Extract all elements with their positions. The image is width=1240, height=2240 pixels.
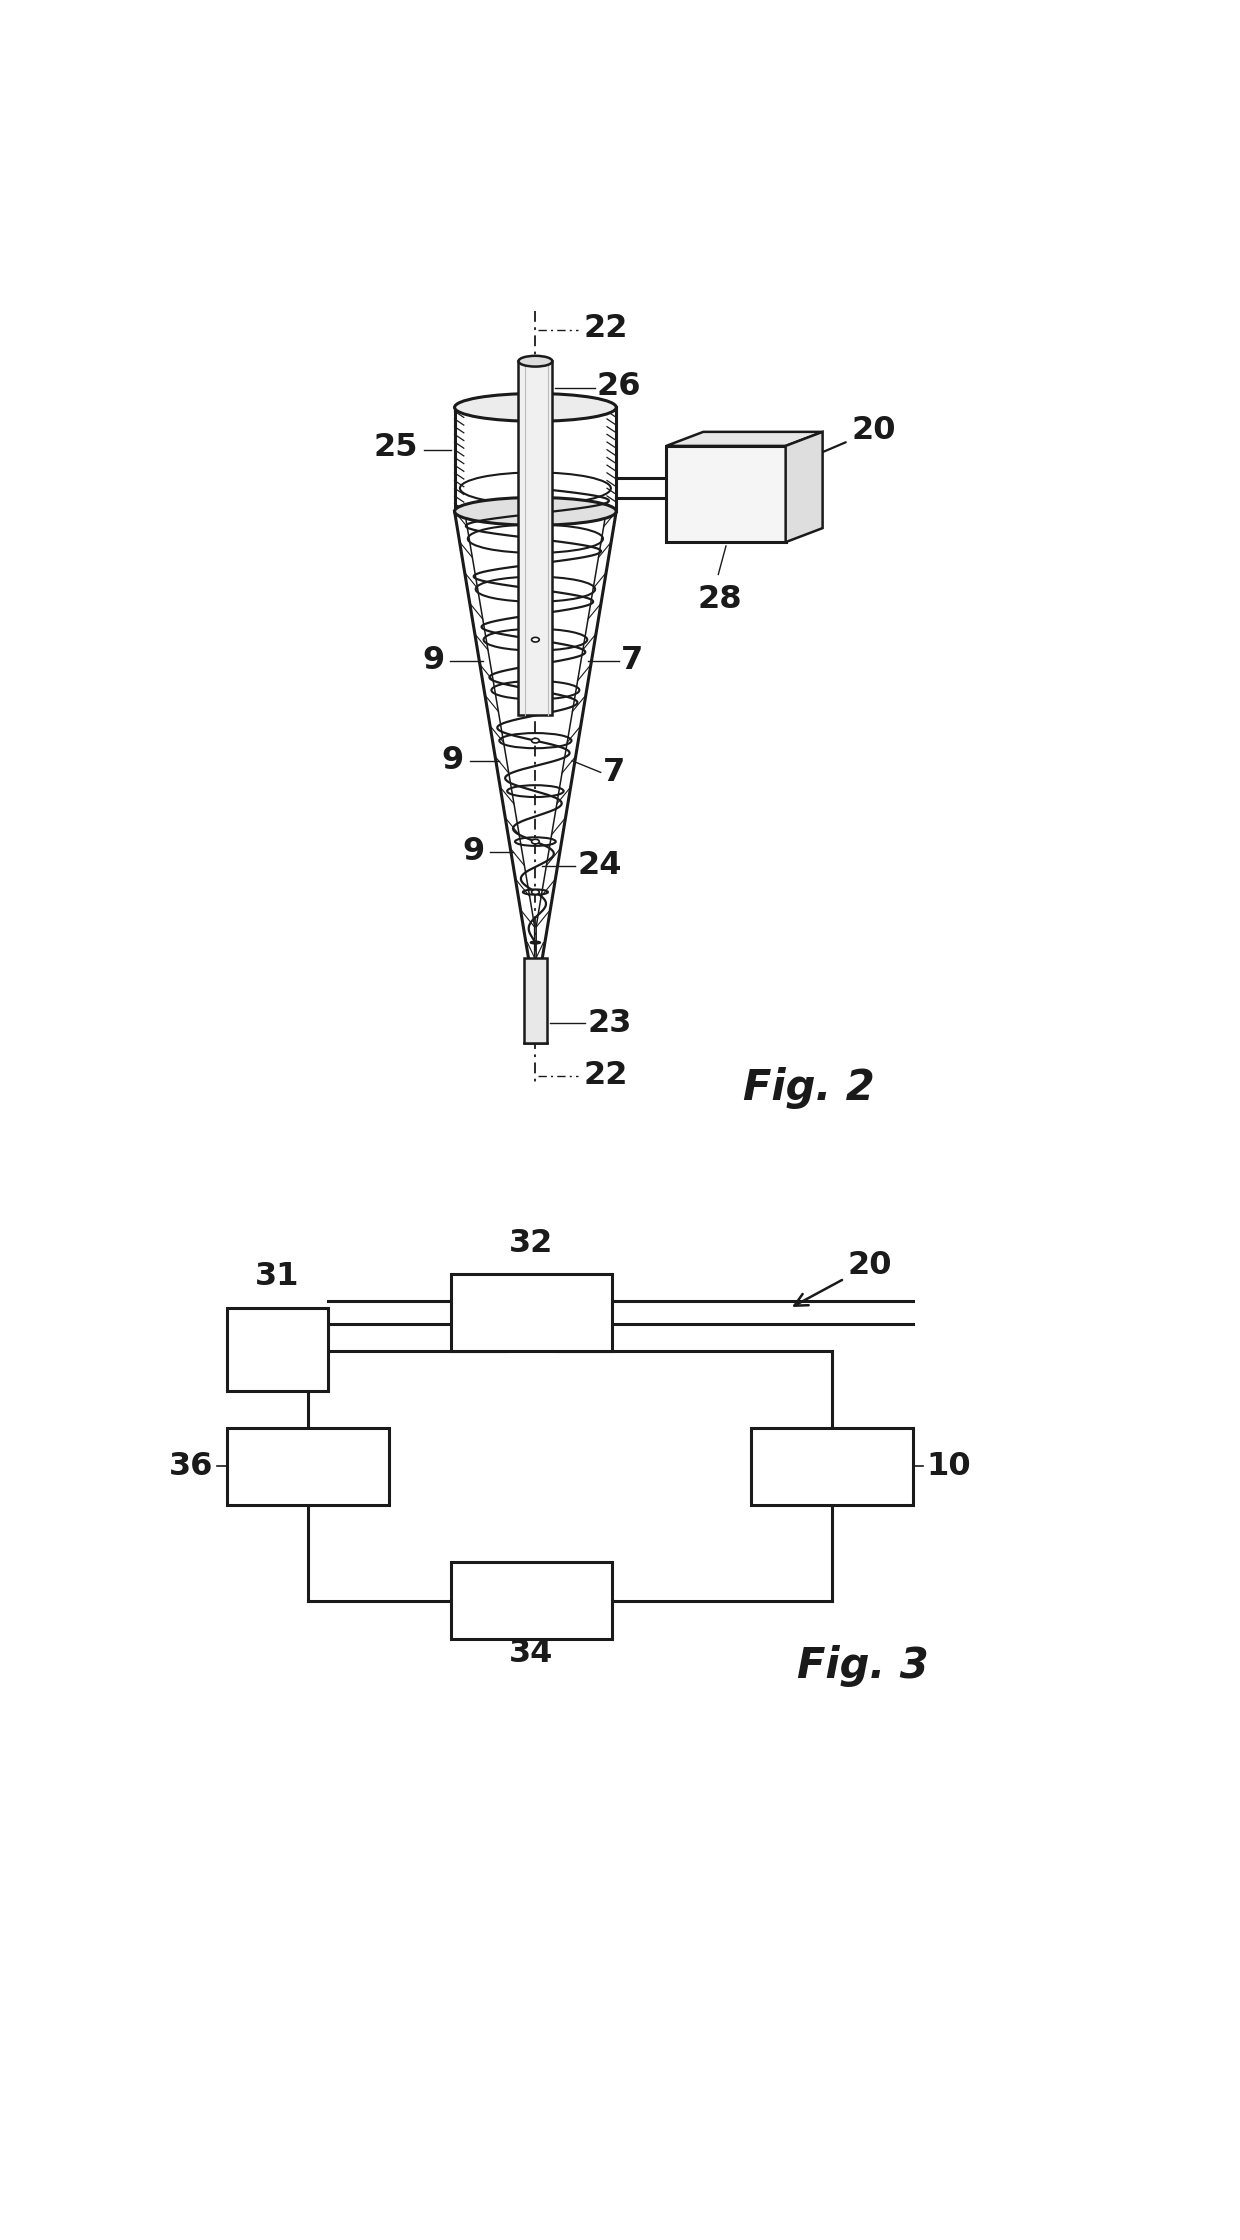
- Text: 9: 9: [423, 645, 444, 676]
- Text: 34: 34: [510, 1637, 554, 1669]
- Text: 10: 10: [926, 1452, 971, 1481]
- Text: 26: 26: [596, 372, 641, 403]
- Bar: [523, 959, 547, 1042]
- Bar: [450, 1564, 613, 1640]
- Bar: [666, 446, 786, 542]
- Text: 36: 36: [169, 1452, 213, 1481]
- Text: 28: 28: [698, 585, 742, 616]
- Text: 22: 22: [583, 314, 627, 345]
- Ellipse shape: [532, 889, 539, 894]
- Bar: [227, 1427, 389, 1505]
- Bar: [518, 361, 552, 715]
- Ellipse shape: [532, 638, 539, 643]
- Text: 25: 25: [373, 432, 418, 464]
- Text: 31: 31: [255, 1261, 300, 1292]
- Polygon shape: [786, 432, 822, 542]
- Text: 20: 20: [795, 1250, 892, 1306]
- Text: 7: 7: [621, 645, 644, 676]
- Bar: [751, 1427, 913, 1505]
- Text: 32: 32: [510, 1228, 554, 1259]
- Ellipse shape: [532, 739, 539, 744]
- Text: 23: 23: [588, 1008, 632, 1039]
- Text: Fig. 2: Fig. 2: [743, 1068, 875, 1109]
- Text: Fig. 3: Fig. 3: [797, 1644, 929, 1687]
- Text: 22: 22: [583, 1060, 627, 1091]
- Text: 20: 20: [806, 414, 895, 459]
- Ellipse shape: [455, 394, 616, 421]
- Text: 7: 7: [603, 757, 625, 788]
- Ellipse shape: [518, 356, 552, 367]
- Ellipse shape: [455, 497, 616, 524]
- Text: 24: 24: [578, 849, 622, 880]
- Text: 9: 9: [441, 746, 464, 777]
- Bar: [450, 1275, 613, 1351]
- Text: 9: 9: [463, 836, 485, 867]
- Ellipse shape: [532, 840, 539, 844]
- Polygon shape: [666, 432, 822, 446]
- Bar: [227, 1308, 327, 1391]
